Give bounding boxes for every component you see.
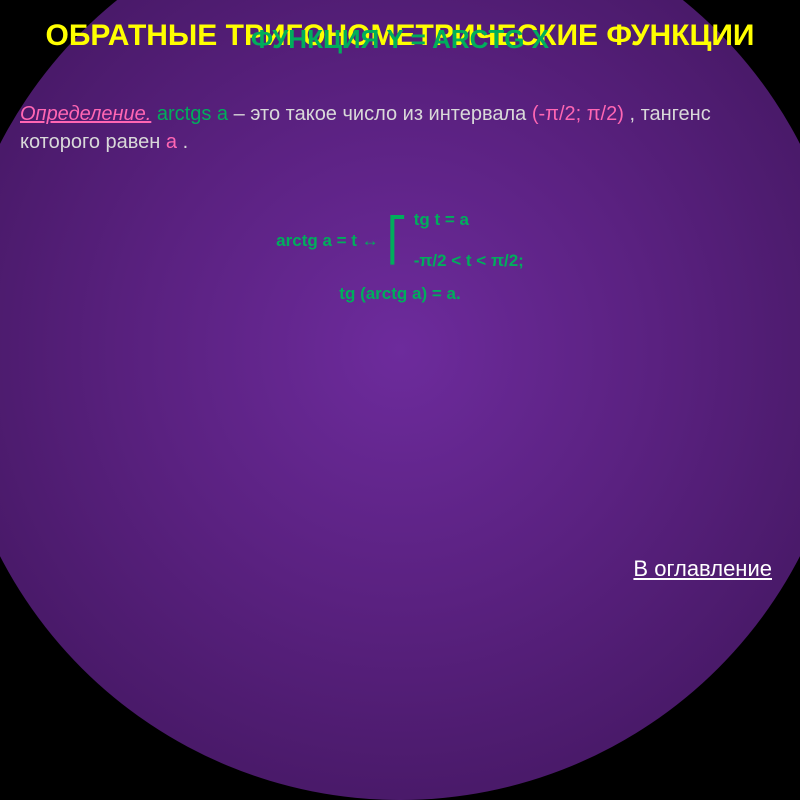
definition-interval: (-π/2; π/2) xyxy=(532,103,624,125)
formula-equiv-row: arctg a = t ↔ ⎡ tg t = a -π/2 < t < π/2; xyxy=(20,206,780,274)
definition-term: arctgs a xyxy=(157,103,228,125)
formula-block: arctg a = t ↔ ⎡ tg t = a -π/2 < t < π/2;… xyxy=(20,206,780,308)
definition-text-1: – это такое число из интервала xyxy=(234,103,532,125)
formula-bottom: -π/2 < t < π/2; xyxy=(414,247,524,274)
bracket-icon: ⎡ xyxy=(387,221,408,259)
formula-identity: tg (arctg a) = a. xyxy=(20,280,780,307)
formula-bracket-group: ⎡ tg t = a -π/2 < t < π/2; xyxy=(387,206,524,274)
definition-label: Определение. xyxy=(20,103,151,125)
slide-content: ОБРАТНЫЕ ТРИГОНОМЕТРИЧЕСКИЕ ФУНКЦИИ ФУНК… xyxy=(0,0,800,326)
definition-a: а xyxy=(166,131,177,153)
definition-period: . xyxy=(183,131,189,153)
formula-top: tg t = a xyxy=(414,206,524,233)
definition-block: Определение. arctgs a – это такое число … xyxy=(20,100,780,156)
formula-left: arctg a = t ↔ xyxy=(276,227,379,254)
toc-link[interactable]: В оглавление xyxy=(633,556,772,582)
